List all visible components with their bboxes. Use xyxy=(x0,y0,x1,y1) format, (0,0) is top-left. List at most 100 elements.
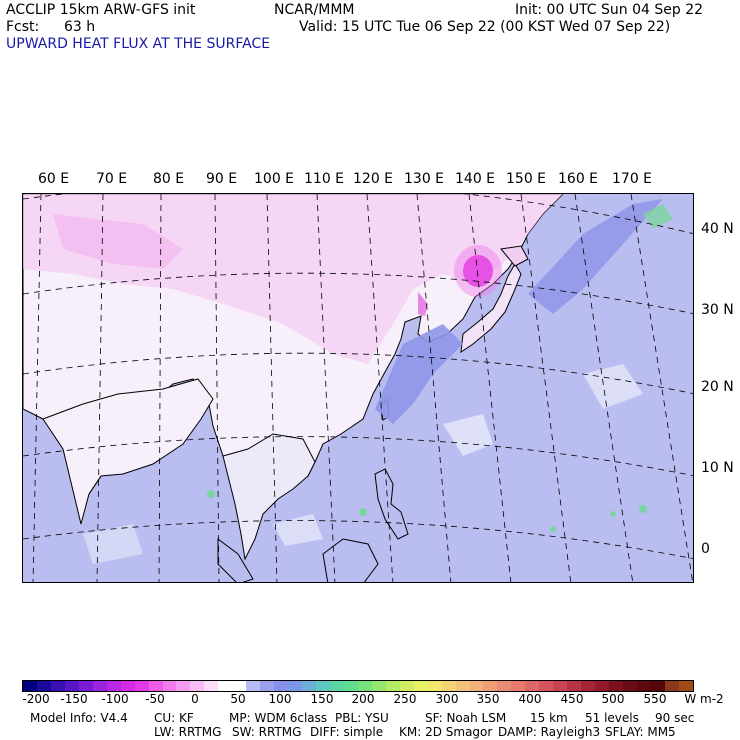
colorbar-swatch xyxy=(190,681,205,691)
colorbar-tick: 350 xyxy=(476,692,500,706)
colorbar-swatch xyxy=(246,681,261,691)
colorbar-swatch xyxy=(50,681,65,691)
forecast-hour: 63 h xyxy=(64,19,96,35)
lat-label: 0 xyxy=(701,541,710,557)
surface-scheme: SF: Noah LSM xyxy=(425,711,507,725)
ocean-white-patch xyxy=(273,514,323,546)
colorbar-tick: 250 xyxy=(393,692,417,706)
colorbar-swatch xyxy=(539,681,554,691)
colorbar-swatch xyxy=(106,681,121,691)
ocean-white-patch xyxy=(583,364,643,409)
colorbar-swatch xyxy=(371,681,386,691)
colorbar-swatch xyxy=(274,681,289,691)
lon-label: 110 E xyxy=(304,171,345,187)
colorbar-swatch xyxy=(497,681,512,691)
colorbar-swatch xyxy=(343,681,358,691)
colorbar-swatch xyxy=(455,681,470,691)
lon-label: 120 E xyxy=(353,171,394,187)
heat-flux-map xyxy=(22,193,694,583)
lon-label: 140 E xyxy=(455,171,496,187)
india-landmass xyxy=(42,378,214,525)
kuroshio-band xyxy=(528,199,663,314)
colorbar-swatch xyxy=(302,681,317,691)
colorbar-tick: 0 xyxy=(191,692,199,706)
ocean-high-flux xyxy=(375,324,463,424)
model-title: ACCLIP 15km ARW-GFS init xyxy=(6,2,196,18)
forecast-label: Fcst: xyxy=(6,19,40,35)
valid-time: Valid: 15 UTC Tue 06 Sep 22 (00 KST Wed … xyxy=(299,19,671,35)
colorbar-swatch xyxy=(134,681,149,691)
colorbar-tick: -150 xyxy=(60,692,88,706)
strong-flux-halo xyxy=(454,245,502,297)
colorbar-swatch xyxy=(441,681,456,691)
surface-layer-option: SFLAY: MM5 xyxy=(605,725,676,739)
colorbar-swatch xyxy=(413,681,428,691)
lon-label: 80 E xyxy=(153,171,185,187)
colorbar-swatch xyxy=(427,681,442,691)
lon-label: 130 E xyxy=(404,171,445,187)
model-version: Model Info: V4.4 xyxy=(30,711,128,725)
colorbar-swatch xyxy=(260,681,275,691)
colorbar-swatch xyxy=(120,681,135,691)
field-title: UPWARD HEAT FLUX AT THE SURFACE xyxy=(6,36,271,52)
pbl-scheme: PBL: YSU xyxy=(335,711,389,725)
indochina-landmass xyxy=(222,433,316,561)
colorbar-swatch xyxy=(357,681,372,691)
colorbar-tick: -100 xyxy=(101,692,129,706)
hokkaido xyxy=(500,245,529,267)
time-step: 90 sec xyxy=(655,711,695,725)
colorbar-tick: 150 xyxy=(310,692,334,706)
ocean-white-patch xyxy=(83,524,143,564)
colorbar-swatch xyxy=(664,681,679,691)
colorbar-swatch xyxy=(622,681,637,691)
green-spot xyxy=(550,526,556,532)
green-spot xyxy=(610,511,616,517)
colorbar-swatch xyxy=(650,681,665,691)
colorbar-swatch xyxy=(176,681,191,691)
lat-label: 40 N xyxy=(701,221,734,237)
diffusion-option: DIFF: simple xyxy=(310,725,384,739)
colorbar-units: W m-2 xyxy=(684,692,724,706)
map-canvas xyxy=(23,194,693,582)
colorbar-swatch xyxy=(148,681,163,691)
colorbar-swatch xyxy=(329,681,344,691)
lat-label: 20 N xyxy=(701,379,734,395)
shortwave-scheme: SW: RRTMG xyxy=(232,725,302,739)
colorbar-swatch xyxy=(678,681,693,691)
colorbar-swatch xyxy=(316,681,330,691)
cumulus-scheme: CU: KF xyxy=(154,711,194,725)
colorbar-swatch xyxy=(288,681,303,691)
colorbar-tick: 550 xyxy=(643,692,667,706)
grid-spacing: 15 km xyxy=(530,711,568,725)
korea-pink xyxy=(418,292,428,316)
green-spot xyxy=(359,508,367,516)
colorbar-swatch xyxy=(232,681,247,691)
damping-option: DAMP: Rayleigh3 xyxy=(498,725,601,739)
lon-label: 170 E xyxy=(612,171,653,187)
colorbar-swatch xyxy=(23,681,37,691)
colorbar-swatch xyxy=(64,681,79,691)
colorbar-swatch xyxy=(511,681,526,691)
colorbar-tick: 300 xyxy=(435,692,459,706)
microphysics-scheme: MP: WDM 6class xyxy=(229,711,328,725)
green-spot xyxy=(207,490,215,498)
colorbar-tick: 50 xyxy=(230,692,246,706)
green-spot xyxy=(639,505,647,513)
colorbar xyxy=(22,680,694,692)
km-option: KM: 2D Smagor xyxy=(399,725,493,739)
lon-label: 160 E xyxy=(558,171,599,187)
longwave-scheme: LW: RRTMG xyxy=(154,725,222,739)
colorbar-swatch xyxy=(567,681,582,691)
colorbar-swatch xyxy=(609,681,623,691)
colorbar-swatch xyxy=(469,681,484,691)
lat-label: 30 N xyxy=(701,302,734,318)
colorbar-swatch xyxy=(162,681,177,691)
colorbar-swatch xyxy=(218,681,233,691)
borneo xyxy=(322,538,379,582)
institution-label: NCAR/MMM xyxy=(274,2,355,18)
colorbar-swatch xyxy=(78,681,93,691)
colorbar-swatch xyxy=(483,681,498,691)
lon-label: 60 E xyxy=(38,171,70,187)
lon-label: 70 E xyxy=(96,171,128,187)
colorbar-swatch xyxy=(581,681,596,691)
